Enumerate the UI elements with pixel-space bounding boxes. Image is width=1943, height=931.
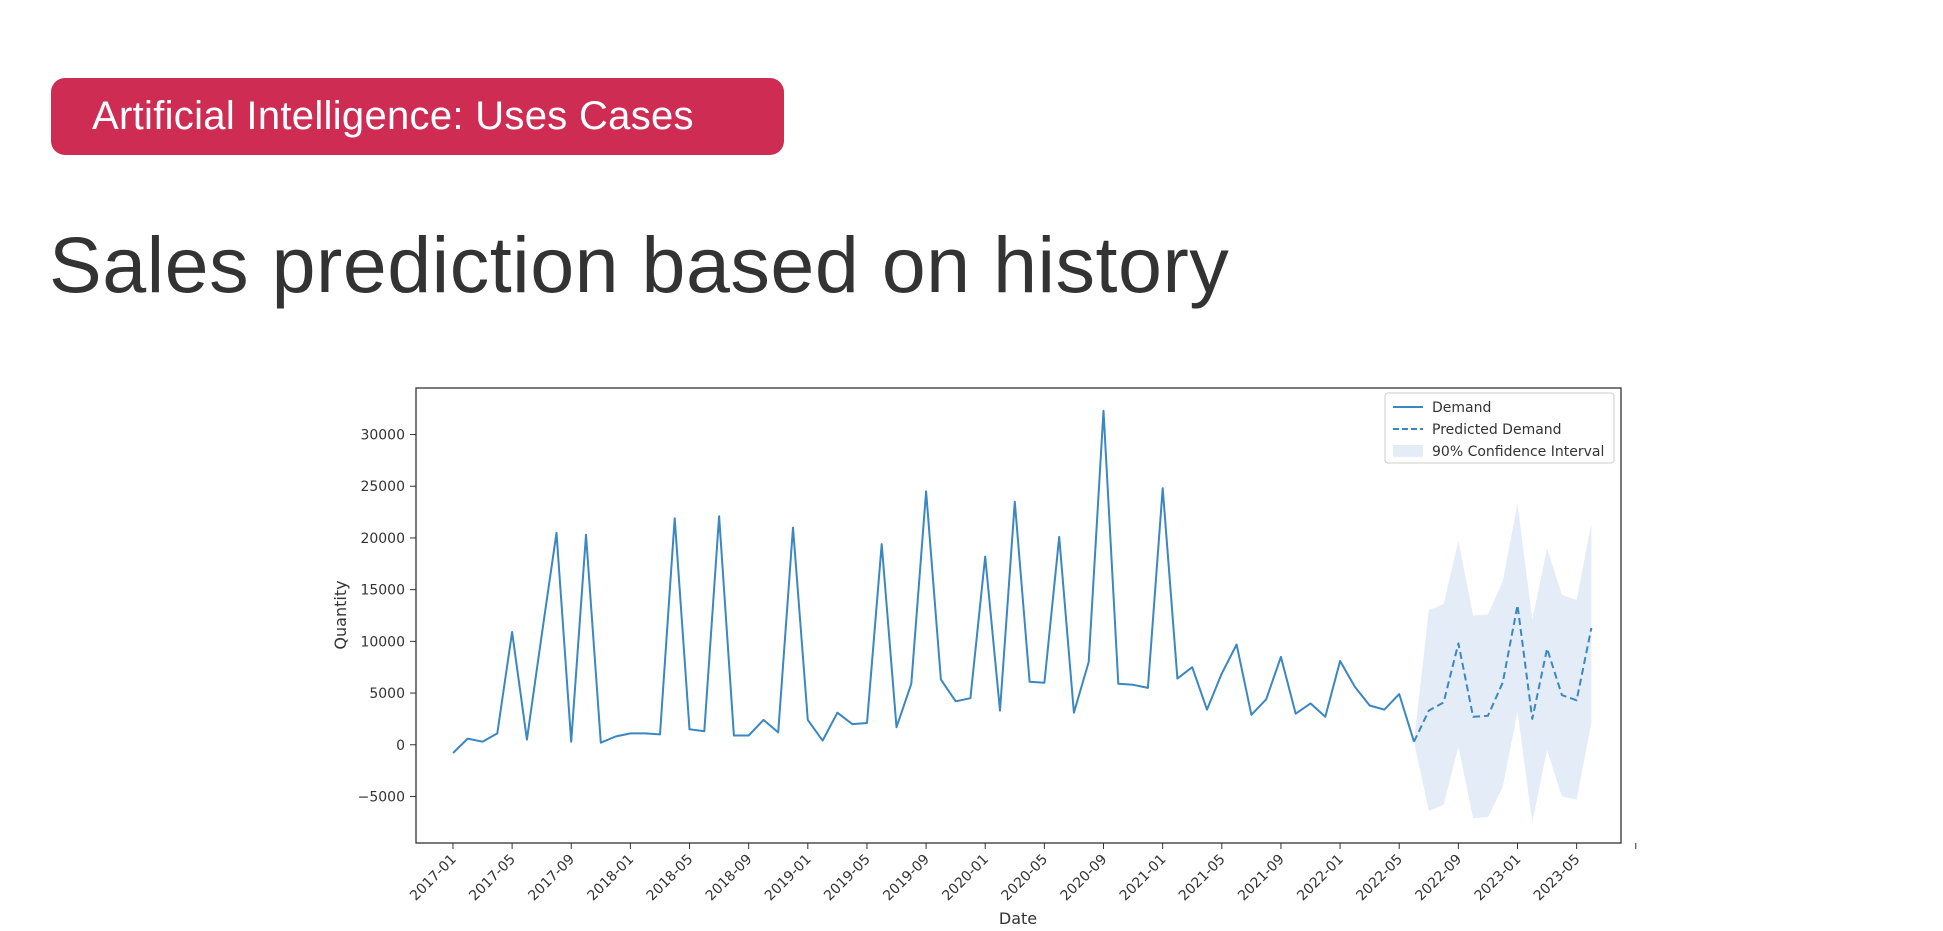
y-axis: −5000 0 5000 10000 15000 20000 25000 30000 <box>358 428 416 805</box>
x-tick-label: 2017-09 <box>525 852 578 905</box>
legend-box <box>1384 392 1615 464</box>
y-tick-label: 0 <box>396 738 405 754</box>
section-badge: Artificial Intelligence: Uses Cases <box>51 78 784 155</box>
x-tick-label: 2019-05 <box>821 852 874 905</box>
y-tick-label: 20000 <box>360 531 405 547</box>
x-tick-label: 2019-09 <box>880 852 933 905</box>
x-tick-label: 2017-05 <box>466 852 519 905</box>
confidence-interval-band <box>1414 503 1592 823</box>
confidence-band-layer <box>1414 503 1592 823</box>
x-tick-label: 2022-01 <box>1294 852 1347 905</box>
demand-line <box>452 409 1415 754</box>
y-tick-label: 30000 <box>360 428 405 444</box>
chart-legend: Demand Predicted Demand 90% Confidence Int… <box>1384 392 1615 464</box>
y-tick-label: 5000 <box>369 686 405 702</box>
y-tick-label: 15000 <box>360 583 405 599</box>
y-tick-label: −5000 <box>358 789 405 805</box>
x-tick-label: 2019-01 <box>762 852 815 905</box>
x-tick-label: 2018-01 <box>585 852 638 905</box>
x-axis-label: Date <box>999 909 1037 928</box>
y-tick-label: 10000 <box>360 634 405 650</box>
x-axis: 2017-01 2017-05 2017-09 2018-01 2018-05 2018-… <box>407 843 1637 905</box>
x-tick-label: 2017-01 <box>407 852 460 905</box>
x-tick-label: 2020-05 <box>999 852 1052 905</box>
legend-label: Predicted Demand <box>1432 422 1562 438</box>
x-tick-label: 2021-01 <box>1117 852 1170 905</box>
x-tick-label: 2021-09 <box>1235 852 1288 905</box>
x-tick-label: 2018-05 <box>644 852 697 905</box>
page-title: Sales prediction based on history <box>49 220 1230 309</box>
x-tick-label: 2021-05 <box>1176 852 1229 905</box>
x-tick-label: 2023-01 <box>1472 852 1525 905</box>
legend-swatch-confidence <box>1393 445 1423 457</box>
y-tick-label: 25000 <box>360 479 405 495</box>
series-line-layer <box>452 409 1593 754</box>
x-tick-label: 2020-01 <box>939 852 992 905</box>
x-tick-label: 2020-09 <box>1058 852 1111 905</box>
x-tick-label: 2022-05 <box>1353 852 1406 905</box>
x-tick-label: 2023-05 <box>1531 852 1584 905</box>
x-tick-label: 2022-09 <box>1413 852 1466 905</box>
legend-label: Demand <box>1432 400 1491 416</box>
legend-label: 90% Confidence Interval <box>1432 444 1604 460</box>
y-axis-label: Quantity <box>331 580 350 649</box>
x-tick-label: 2018-09 <box>703 852 756 905</box>
